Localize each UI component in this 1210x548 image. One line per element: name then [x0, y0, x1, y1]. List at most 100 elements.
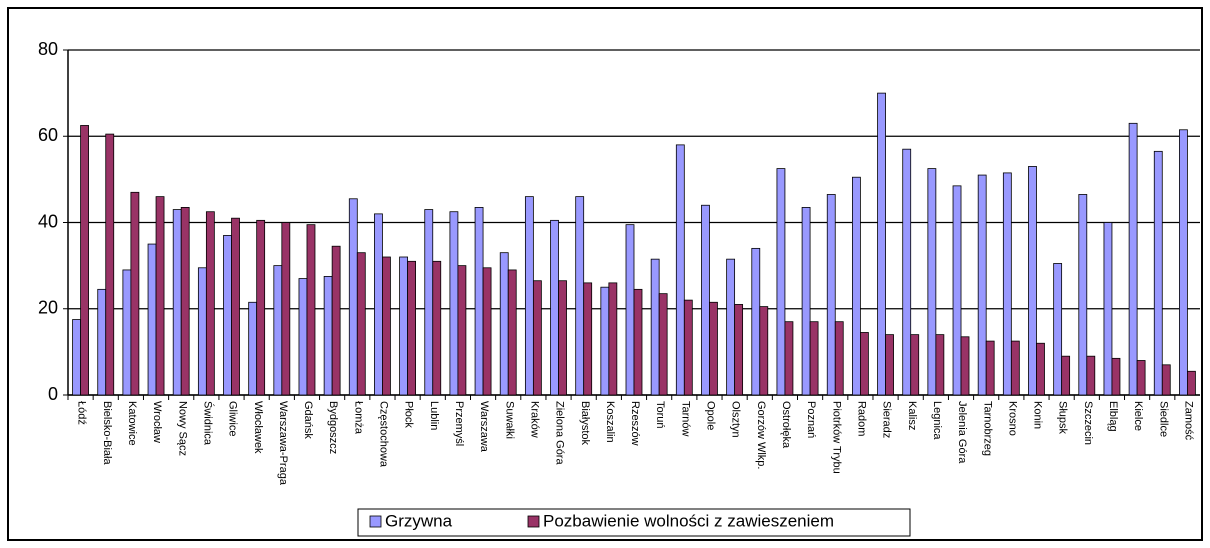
x-tick-label: Rzeszów: [629, 401, 641, 446]
x-tick-label: Łódź: [76, 401, 88, 425]
bar: [608, 282, 618, 396]
bar: [583, 282, 593, 396]
x-tick-label: Gdańsk: [302, 401, 314, 439]
bar: [801, 207, 811, 396]
x-tick-label: Słupsk: [1057, 401, 1069, 435]
bar: [701, 204, 710, 396]
x-tick-label: Suwałki: [503, 401, 515, 439]
bar: [155, 196, 165, 396]
bar: [726, 258, 736, 396]
legend-box: [357, 508, 911, 537]
bar: [474, 207, 484, 396]
bar: [877, 92, 886, 396]
bar: [977, 174, 987, 396]
bar: [625, 224, 635, 396]
x-tick-label: Łomża: [352, 401, 364, 435]
bar: [575, 196, 585, 396]
bar: [197, 267, 207, 396]
x-tick-label: Katowice: [126, 401, 138, 446]
x-tick-label: Częstochowa: [378, 401, 390, 468]
x-tick-label: Kielce: [1132, 401, 1144, 431]
bar: [1061, 355, 1071, 396]
bar: [683, 299, 693, 396]
legend-swatch: [527, 515, 540, 528]
bar: [550, 219, 559, 396]
x-tick-label: Konin: [1032, 401, 1044, 429]
x-tick-label: Tarnobrzeg: [981, 401, 993, 456]
x-tick-label: Elbląg: [1107, 401, 1119, 432]
bar: [558, 280, 567, 396]
bar: [885, 334, 894, 396]
x-tick-label: Lublin: [428, 401, 440, 430]
bar: [298, 278, 308, 396]
bar: [348, 198, 358, 396]
x-tick-label: Bydgoszcz: [327, 401, 339, 454]
bar: [105, 133, 115, 396]
bar: [1086, 355, 1096, 396]
bar: [1028, 166, 1037, 396]
bar: [72, 319, 81, 396]
x-tick-label: Nowy Sącz: [176, 401, 188, 456]
y-tick-label: 80: [38, 39, 58, 59]
bar: [852, 176, 861, 396]
x-tick-label: Koszalin: [604, 401, 616, 443]
x-tick-label: Warszawa: [478, 401, 490, 453]
bar: [180, 207, 190, 396]
x-tick-label: Świdnica: [201, 401, 214, 446]
x-tick-label: Olsztyn: [730, 401, 742, 438]
bar: [759, 306, 769, 396]
bar: [1053, 263, 1063, 396]
bar: [1036, 342, 1045, 396]
bar: [1136, 360, 1146, 396]
bar: [1002, 172, 1012, 396]
y-tick-label: 40: [38, 211, 58, 231]
bar: [675, 144, 685, 396]
x-tick-label: Gliwice: [227, 401, 239, 436]
bar: [281, 222, 291, 396]
bar: [524, 196, 534, 396]
x-tick-label: Zamość: [1183, 401, 1195, 441]
bar: [633, 288, 643, 396]
bar: [331, 245, 341, 396]
bar: [449, 211, 459, 396]
x-tick-label: Bielsko-Biała: [101, 401, 113, 465]
x-tick-label: Wrocław: [151, 401, 163, 443]
bar: [1187, 370, 1196, 396]
bar: [223, 235, 232, 396]
bar: [834, 321, 844, 396]
bar: [776, 168, 786, 396]
x-tick-label: Toruń: [654, 401, 666, 429]
x-tick-label: Warszawa-Praga: [277, 401, 289, 486]
x-tick-label: Włocławek: [252, 401, 264, 454]
bar: [356, 252, 366, 396]
bar: [600, 286, 610, 396]
bar: [935, 334, 945, 396]
x-tick-label: Tarnów: [679, 401, 691, 437]
x-tick-label: Zielona Góra: [554, 401, 566, 465]
bar: [734, 304, 744, 396]
bar: [658, 293, 668, 396]
bar: [860, 332, 869, 396]
y-tick-label: 20: [38, 298, 58, 318]
x-tick-label: Ostrołęka: [780, 401, 792, 449]
bar: [751, 247, 761, 396]
bar: [457, 265, 467, 396]
bar: [826, 194, 836, 396]
x-tick-label: Gorzów Wlkp.: [755, 401, 767, 469]
bar: [952, 185, 962, 396]
x-tick-label: Piotrków Trybu: [830, 401, 842, 474]
bar: [231, 217, 240, 396]
bar: [1179, 129, 1188, 396]
y-tick-label: 60: [38, 125, 58, 145]
bar: [248, 301, 258, 396]
x-tick-label: Sieradz: [881, 401, 893, 438]
bar: [399, 256, 409, 396]
x-tick-label: Opole: [705, 401, 717, 430]
bar: [709, 301, 718, 396]
bar: [1103, 222, 1113, 396]
x-tick-label: Szczecin: [1082, 401, 1094, 445]
x-tick-label: Kraków: [528, 401, 540, 438]
bar: [323, 276, 333, 396]
x-tick-label: Kalisz: [906, 401, 918, 430]
